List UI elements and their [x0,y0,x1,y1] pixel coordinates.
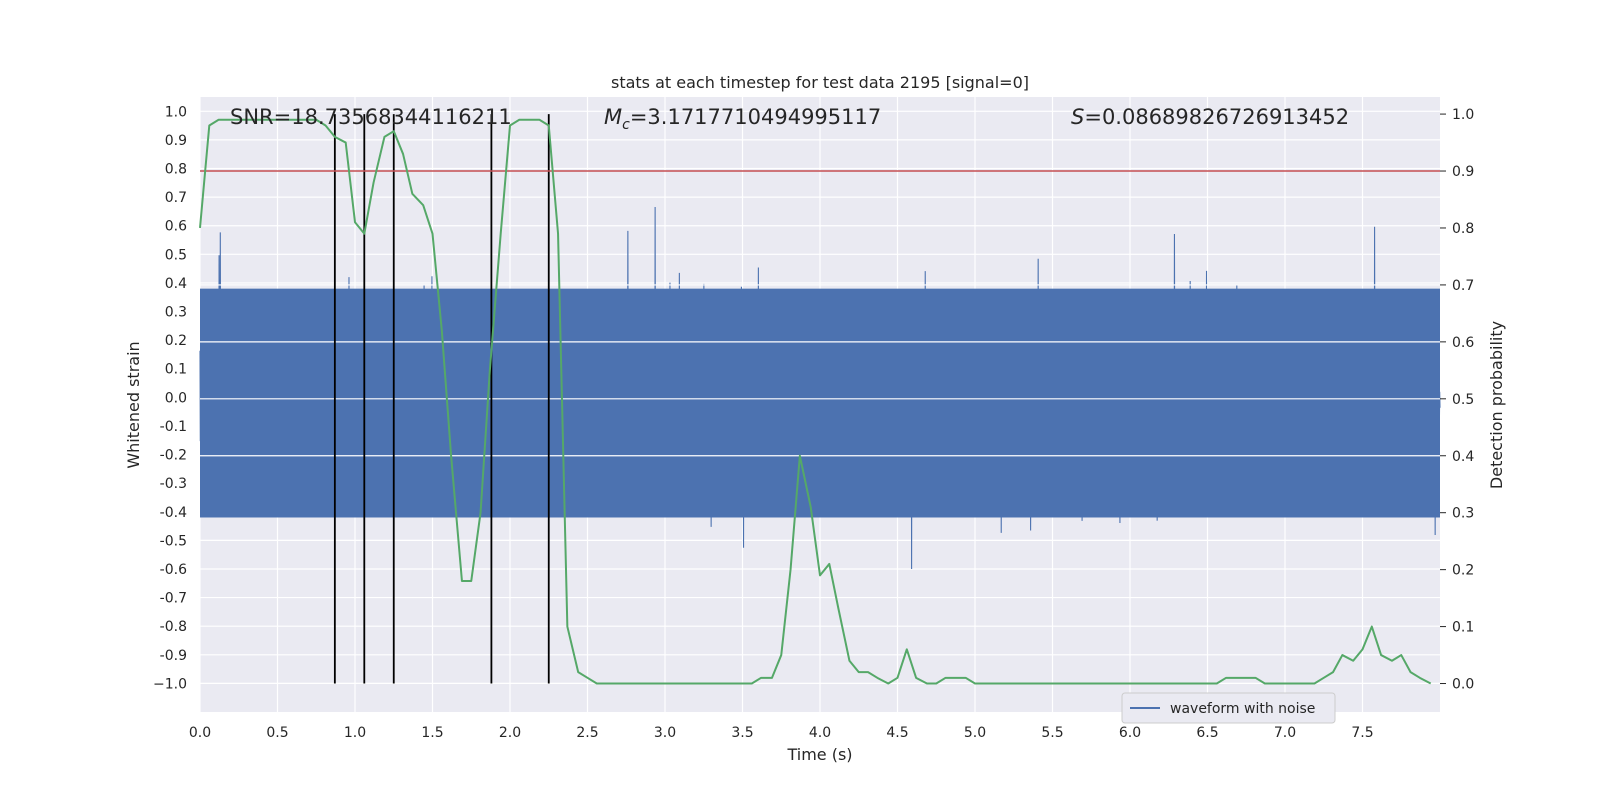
axis-layer: 0.0 0.5 1.0 1.5 2.0 2.5 3.0 3.5 4.0 4.5 5.0 5.5 6.0 6… [153,104,1474,741]
chart-title: stats at each timestep for test data 219… [611,73,1029,92]
y-left-tick-label: -0.9 [160,648,187,664]
x-tick-label: 0.0 [189,725,211,741]
x-tick-label: 7.0 [1274,725,1296,741]
x-tick-label: 6.0 [1119,725,1141,741]
y-left-tick-label: 0.4 [165,276,187,292]
x-tick-label: 5.0 [964,725,986,741]
y-axis-label-right: Detection probability [1487,321,1506,489]
y-left-tick-label: 1.0 [165,104,187,120]
legend-label: waveform with noise [1170,701,1315,717]
x-axis-label: Time (s) [786,745,852,764]
y-left-tick-label: -0.7 [160,591,187,607]
y-left-tick-label: 0.9 [165,133,187,149]
y-left-tick-label: -0.6 [160,562,187,578]
y-left-tick-label: -0.4 [160,505,187,521]
y-right-tick-label: 0.6 [1452,335,1474,351]
y-right-tick-label: 0.1 [1452,620,1474,636]
y-left-tick-label: -0.1 [160,419,187,435]
legend-box [1121,692,1336,724]
x-tick-label: 7.5 [1351,725,1373,741]
y-left-tick-label: 0.0 [165,390,187,406]
y-left-tick-label: 0.8 [165,162,187,178]
y-right-tick-label: 0.4 [1452,449,1474,465]
y-left-tick-label: 0.2 [165,333,187,349]
y-left-tick-label: −1.0 [153,676,187,692]
chirp-mass-annotation: Mc=3.1717710494995117 [604,105,881,133]
y-right-tick-label: 0.0 [1452,677,1474,693]
x-tick-label: 1.5 [421,725,443,741]
y-right-tick-label: 0.5 [1452,392,1474,408]
x-tick-label: 4.5 [886,725,908,741]
y-right-tick-label: 0.8 [1452,221,1474,237]
y-left-tick-label: 0.7 [165,190,187,206]
chirp-mass-value: =3.1717710494995117 [630,105,881,129]
x-tick-label: 0.5 [266,725,288,741]
y-left-tick-label: -0.2 [160,448,187,464]
probability-line [199,118,1432,685]
chirp-mass-subscript: c [622,117,630,133]
y-right-tick-label: 0.9 [1452,164,1474,180]
x-tick-label: 5.5 [1041,725,1063,741]
x-tick-label: 2.0 [499,725,521,741]
y-left-tick-label: 0.5 [165,247,187,263]
waveform-band [200,288,1440,518]
legend: waveform with noise [1121,692,1336,724]
s-symbol: S [1071,105,1084,129]
y-left-tick-label: -0.5 [160,533,187,549]
probability-layer [199,118,1440,685]
x-tick-label: 4.0 [809,725,831,741]
x-tick-label: 2.5 [576,725,598,741]
y-right-tick-label: 0.3 [1452,506,1474,522]
chirp-mass-symbol: M [604,105,622,129]
y-left-tick-label: 0.6 [165,219,187,235]
y-left-tick-label: 0.3 [165,305,187,321]
y-right-tick-label: 0.7 [1452,278,1474,294]
y-axis-label-left: Whitened strain [124,341,143,468]
x-tick-label: 3.0 [654,725,676,741]
y-right-tick-label: 0.2 [1452,563,1474,579]
y-left-tick-label: -0.8 [160,619,187,635]
snr-annotation: SNR=18.73568344116211 [230,105,512,129]
y-right-tick-label: 1.0 [1452,107,1474,123]
vlines-layer [333,114,550,684]
y-left-tick-label: 0.1 [165,362,187,378]
waveform-layer [199,206,1441,570]
x-tick-label: 6.5 [1196,725,1218,741]
y-left-tick-label: -0.3 [160,476,187,492]
s-annotation: S=0.08689826726913452 [1071,105,1349,129]
x-tick-label: 1.0 [344,725,366,741]
s-value: =0.08689826726913452 [1084,105,1349,129]
x-tick-label: 3.5 [731,725,753,741]
